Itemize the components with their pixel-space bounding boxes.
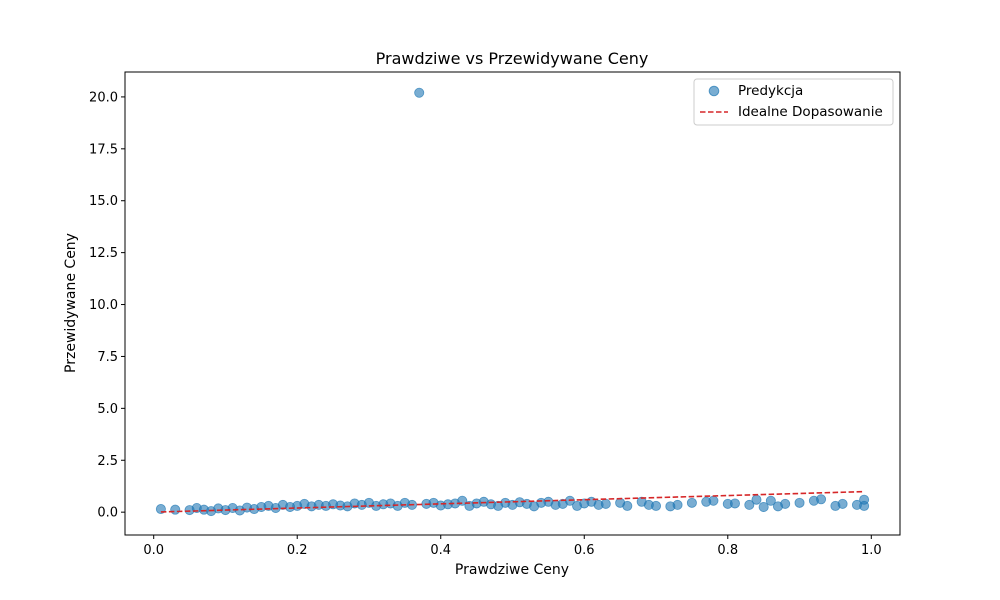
data-point bbox=[859, 500, 870, 511]
legend-label-ideal: Idealne Dopasowanie bbox=[738, 104, 883, 120]
y-axis-label: Przewidywane Ceny bbox=[63, 233, 79, 373]
data-point bbox=[622, 500, 633, 511]
data-point bbox=[837, 498, 848, 509]
legend-marker-predykcja bbox=[708, 85, 720, 97]
ideal-fit-line bbox=[160, 490, 865, 513]
x-axis-label: Prawdziwe Ceny bbox=[455, 562, 569, 578]
x-tick-label: 0.8 bbox=[717, 543, 738, 558]
data-point bbox=[780, 498, 791, 509]
legend: Predykcja Idealne Dopasowanie bbox=[693, 78, 894, 126]
data-point bbox=[729, 498, 740, 509]
x-tick-label: 0.4 bbox=[430, 543, 451, 558]
x-tick-label: 0.0 bbox=[143, 543, 164, 558]
y-tick-label: 5.0 bbox=[97, 402, 118, 417]
prediction-points bbox=[155, 87, 870, 517]
legend-label-predykcja: Predykcja bbox=[738, 83, 803, 99]
ideal-line-layer bbox=[160, 490, 865, 513]
y-tick-label: 12.5 bbox=[89, 246, 118, 261]
plot-frame bbox=[124, 71, 901, 536]
data-point bbox=[170, 504, 181, 515]
data-point bbox=[708, 495, 719, 506]
chart-title: Prawdziwe vs Przewidywane Ceny bbox=[376, 49, 649, 68]
data-point bbox=[816, 494, 827, 505]
y-axis: 0.0 2.5 5.0 7.5 10.0 12.5 15.0 17.5 20.0 bbox=[89, 90, 125, 521]
y-tick-label: 15.0 bbox=[89, 194, 118, 209]
x-tick-label: 0.6 bbox=[574, 543, 595, 558]
data-point bbox=[686, 497, 697, 508]
data-point bbox=[600, 498, 611, 509]
data-point bbox=[651, 500, 662, 511]
legend-box bbox=[693, 78, 894, 126]
y-tick-label: 20.0 bbox=[89, 90, 118, 105]
x-axis: 0.0 0.2 0.4 0.6 0.8 1.0 bbox=[143, 535, 882, 558]
y-tick-label: 10.0 bbox=[89, 298, 118, 313]
x-tick-label: 1.0 bbox=[861, 543, 882, 558]
data-point bbox=[758, 501, 769, 512]
y-tick-label: 17.5 bbox=[89, 142, 118, 157]
x-tick-label: 0.2 bbox=[287, 543, 308, 558]
y-tick-label: 2.5 bbox=[97, 454, 118, 469]
data-point bbox=[765, 495, 776, 506]
data-point bbox=[751, 494, 762, 505]
data-point bbox=[414, 87, 425, 98]
y-tick-label: 0.0 bbox=[97, 506, 118, 521]
data-point bbox=[794, 497, 805, 508]
data-point bbox=[672, 499, 683, 510]
y-tick-label: 7.5 bbox=[97, 350, 118, 365]
data-point bbox=[744, 499, 755, 510]
